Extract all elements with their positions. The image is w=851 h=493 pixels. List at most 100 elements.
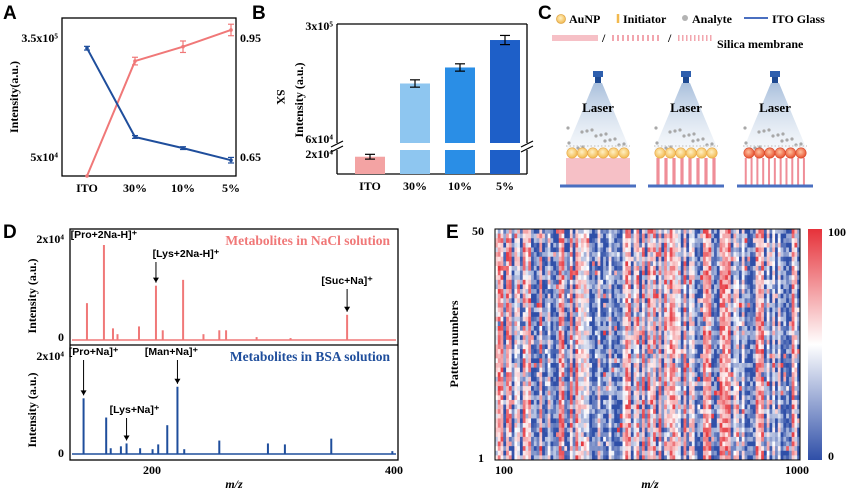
e-heatmap-cell [655, 261, 659, 267]
e-heatmap-cell [525, 362, 529, 368]
e-heatmap-cell [542, 316, 546, 322]
e-heatmap-cell [514, 252, 518, 258]
e-heatmap-cell [617, 339, 621, 345]
e-heatmap-cell [550, 316, 554, 322]
e-heatmap-cell [608, 233, 612, 239]
e-heatmap-cell [664, 446, 668, 452]
e-heatmap-cell [617, 298, 621, 304]
e-heatmap-cell [672, 307, 676, 313]
e-heatmap-cell [572, 238, 576, 244]
e-heatmap-cell [578, 455, 582, 461]
e-heatmap-cell [550, 247, 554, 253]
e-heatmap-cell [736, 261, 740, 267]
e-heatmap-cell [689, 312, 693, 318]
e-heatmap-cell [666, 344, 671, 350]
d-bottom-ymax: 2x10⁴ [36, 349, 64, 363]
e-heatmap-cell [653, 229, 657, 235]
e-heatmap-cell [553, 441, 557, 447]
e-heatmap-cell [503, 261, 507, 267]
analyte-dot [780, 139, 784, 143]
e-heatmap-cell [594, 390, 598, 396]
e-heatmap-cell [722, 353, 726, 359]
e-heatmap-cell [639, 362, 643, 368]
e-heatmap-cell [636, 330, 640, 336]
e-heatmap-cell [580, 270, 585, 276]
e-heatmap-cell [525, 455, 529, 461]
e-heatmap-cell [625, 229, 629, 235]
e-heatmap-cell [755, 321, 759, 327]
e-heatmap-cell [700, 284, 704, 290]
e-heatmap-cell [680, 432, 684, 438]
e-heatmap-cell [691, 409, 696, 415]
e-heatmap-cell [536, 261, 540, 267]
e-heatmap-cell [550, 450, 554, 456]
e-heatmap-cell [700, 330, 704, 336]
e-heatmap-cell [533, 441, 537, 447]
e-heatmap-cell [630, 238, 635, 244]
e-heatmap-cell [661, 409, 665, 415]
e-heatmap-cell [641, 367, 646, 373]
e-heatmap-cell [550, 339, 554, 345]
e-heatmap-cell [694, 261, 698, 267]
e-heatmap-cell [683, 247, 687, 253]
e-heatmap-cell [702, 362, 707, 368]
e-heatmap-cell [747, 335, 751, 341]
e-heatmap-cell [650, 284, 654, 290]
e-heatmap-cell [719, 252, 723, 258]
laser-beam [654, 83, 718, 150]
e-heatmap-cell [619, 261, 623, 267]
e-heatmap-cell [506, 399, 510, 405]
e-heatmap-cell [539, 335, 543, 341]
e-heatmap-cell [572, 335, 576, 341]
e-heatmap-cell [603, 229, 607, 235]
e-heatmap-cell [603, 233, 607, 239]
e-heatmap-cell [514, 242, 518, 248]
e-heatmap-cell [556, 376, 560, 382]
e-heatmap-cell [528, 265, 532, 271]
e-heatmap-cell [597, 390, 601, 396]
e-heatmap-cell [730, 404, 734, 410]
e-heatmap-cell [617, 395, 621, 401]
aunp-particle [774, 147, 786, 159]
e-heatmap-cell [694, 233, 698, 239]
e-heatmap-cell [744, 321, 748, 327]
d-annotation-arrowhead [344, 306, 351, 312]
e-heatmap-cell [714, 395, 718, 401]
e-heatmap-cell [575, 372, 579, 378]
e-heatmap-cell [600, 427, 604, 433]
e-heatmap-cell [561, 441, 565, 447]
e-heatmap-cell [744, 372, 748, 378]
e-heatmap-cell [752, 326, 757, 332]
e-heatmap-cell [603, 238, 607, 244]
a-series-line-left [86, 29, 232, 177]
e-heatmap-cell [578, 270, 582, 276]
e-heatmap-cell [639, 432, 643, 438]
e-heatmap-cell [700, 275, 704, 281]
e-heatmap-cell [556, 353, 560, 359]
e-heatmap-cell [500, 386, 504, 392]
e-heatmap-cell [700, 395, 704, 401]
e-heatmap-cell [522, 307, 526, 313]
e-heatmap-cell [600, 390, 604, 396]
e-heatmap-cell [567, 252, 571, 258]
e-heatmap-cell [711, 386, 715, 392]
e-heatmap-cell [519, 279, 524, 285]
e-heatmap-cell [600, 441, 604, 447]
e-heatmap-cell [719, 399, 723, 405]
e-heatmap-cell [619, 238, 623, 244]
e-heatmap-cell [572, 279, 576, 285]
e-heatmap-cell [580, 353, 585, 359]
e-heatmap-cell [658, 399, 662, 405]
e-heatmap-cell [672, 455, 676, 461]
e-heatmap-cell [739, 335, 743, 341]
e-heatmap-cell [733, 446, 737, 452]
e-heatmap-cell [714, 321, 718, 327]
e-heatmap-cell [702, 279, 707, 285]
e-heatmap-cell [666, 238, 671, 244]
e-heatmap-cell [697, 362, 701, 368]
e-heatmap-cell [697, 386, 701, 392]
e-heatmap-cell [589, 362, 593, 368]
e-heatmap-cell [594, 335, 598, 341]
e-heatmap-cell [556, 252, 560, 258]
e-heatmap-cell [625, 455, 629, 461]
